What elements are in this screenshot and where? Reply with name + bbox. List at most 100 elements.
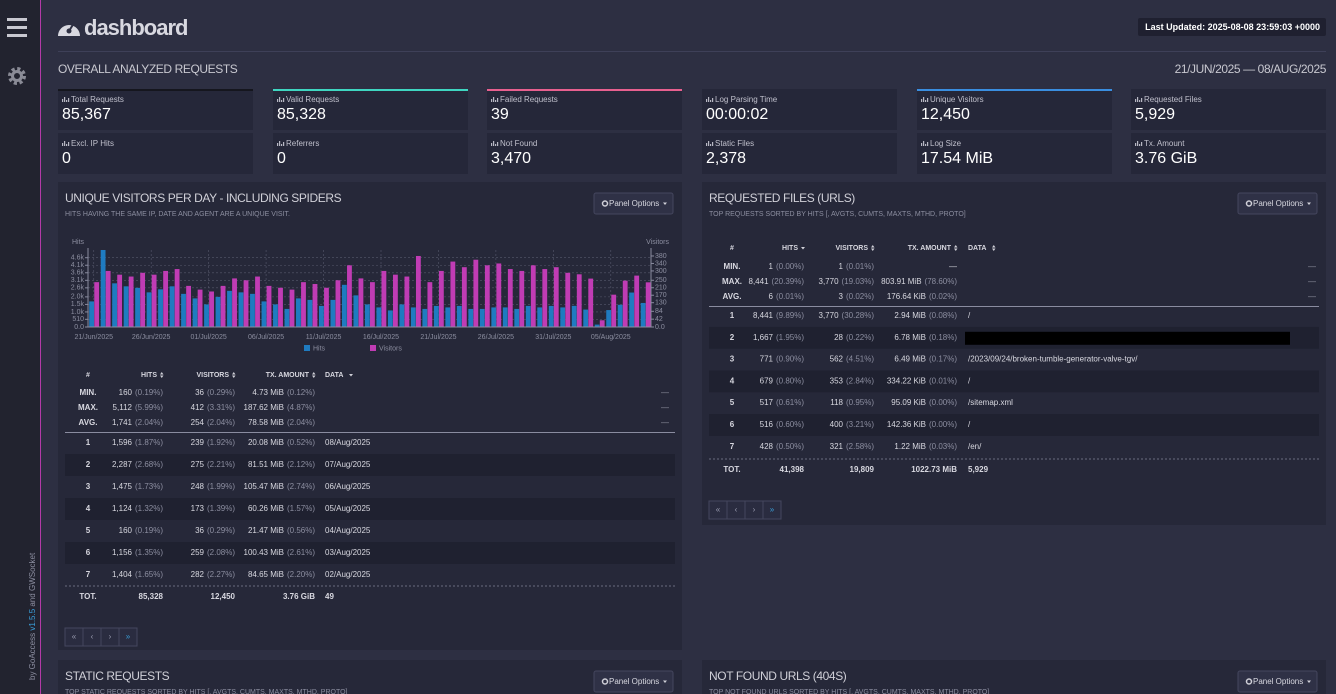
value: MAX. bbox=[722, 277, 742, 286]
pagination-label: › bbox=[753, 505, 756, 514]
bar bbox=[548, 305, 554, 327]
table-cell: 1 bbox=[86, 438, 91, 447]
value: / bbox=[968, 311, 971, 320]
pagination-label: » bbox=[126, 632, 131, 641]
value: 176.64 KiB bbox=[887, 292, 926, 301]
bar bbox=[266, 285, 272, 327]
value: 02/Aug/2025 bbox=[325, 570, 371, 579]
pagination-button[interactable]: ‹ bbox=[726, 500, 746, 520]
gear-icon bbox=[1245, 200, 1253, 207]
panel-options[interactable]: Panel Options bbox=[1237, 670, 1318, 693]
value: 6 bbox=[769, 292, 774, 301]
table-cell: MIN. bbox=[724, 262, 741, 271]
version: v1.5.5 bbox=[28, 608, 37, 630]
pagination-label: « bbox=[72, 632, 77, 641]
percent: (1.73%) bbox=[135, 482, 163, 491]
table-cell: 28 (0.22%) bbox=[834, 333, 874, 342]
table-cell: 1022.73 MiB bbox=[911, 465, 957, 474]
value: 160 bbox=[119, 388, 133, 397]
value: 7 bbox=[86, 570, 91, 579]
table-cell: 160 (0.19%) bbox=[119, 388, 164, 397]
bar bbox=[163, 270, 169, 327]
percent: (2.21%) bbox=[207, 460, 235, 469]
bar bbox=[392, 274, 398, 327]
value: 6 bbox=[86, 548, 91, 557]
percent: (30.28%) bbox=[842, 311, 875, 320]
value: 1 bbox=[86, 438, 91, 447]
percent: (0.29%) bbox=[207, 388, 235, 397]
pagination-label: « bbox=[716, 505, 721, 514]
panel-options[interactable]: Panel Options bbox=[593, 670, 674, 693]
value: 187.62 MiB bbox=[244, 403, 284, 412]
table-cell: — bbox=[661, 388, 669, 397]
bar bbox=[123, 286, 129, 327]
table-cell: 5,929 bbox=[968, 465, 989, 474]
bar bbox=[438, 270, 444, 327]
table-cell: — bbox=[949, 262, 957, 271]
panel-options[interactable]: Panel Options bbox=[1237, 192, 1318, 215]
value: 3 bbox=[839, 292, 844, 301]
bar bbox=[422, 308, 428, 327]
table-cell: /2023/09/24/broken-tumble-generator-valv… bbox=[968, 355, 1138, 364]
value: 516 bbox=[760, 420, 774, 429]
pagination-label: » bbox=[770, 505, 775, 514]
panel-title: UNIQUE VISITORS PER DAY - INCLUDING SPID… bbox=[65, 191, 342, 205]
value: 118 bbox=[830, 398, 843, 407]
pagination-button[interactable]: › bbox=[100, 627, 120, 647]
tick-label: 1.5k bbox=[71, 301, 85, 308]
percent: (0.12%) bbox=[287, 388, 315, 397]
stat-icon bbox=[277, 97, 285, 102]
table-cell: — bbox=[1308, 277, 1316, 286]
stat-icon-bar bbox=[1135, 143, 1137, 146]
pagination-button[interactable]: « bbox=[64, 627, 84, 647]
bar bbox=[560, 307, 566, 327]
table-cell: 2 bbox=[86, 460, 91, 469]
value: 3,770 bbox=[819, 311, 840, 320]
pagination-button[interactable]: » bbox=[118, 627, 138, 647]
table-cell: 85,328 bbox=[139, 592, 164, 601]
panel-options[interactable]: Panel Options bbox=[593, 192, 674, 215]
percent: (1.92%) bbox=[207, 438, 235, 447]
x-tick-label: 01/Jul/2025 bbox=[191, 334, 227, 341]
value: 3 bbox=[730, 355, 735, 364]
bar bbox=[364, 304, 370, 327]
pagination-button[interactable]: » bbox=[762, 500, 782, 520]
percent: (2.27%) bbox=[207, 570, 235, 579]
percent: — bbox=[661, 388, 669, 397]
value: 3.76 GiB bbox=[283, 592, 315, 601]
row-stripe bbox=[65, 498, 675, 520]
bar bbox=[445, 307, 451, 327]
stat-icon-bar bbox=[921, 99, 923, 102]
value: 21.47 MiB bbox=[248, 526, 284, 535]
panel-subtitle: TOP NOT FOUND URLS SORTED BY HITS [, AVG… bbox=[709, 689, 989, 694]
table-cell: 05/Aug/2025 bbox=[325, 504, 371, 513]
pagination-button[interactable]: « bbox=[708, 500, 728, 520]
stat-icon-bar bbox=[1141, 98, 1143, 102]
menu-icon[interactable] bbox=[7, 18, 27, 37]
value: 100.43 MiB bbox=[244, 548, 284, 557]
bar bbox=[502, 307, 508, 327]
table-cell: 334.22 KiB (0.01%) bbox=[887, 377, 957, 386]
row-stripe bbox=[709, 370, 1319, 393]
value: 49 bbox=[325, 592, 334, 601]
panel bbox=[702, 660, 1326, 694]
percent: (19.03%) bbox=[842, 277, 875, 286]
date-range: 21/JUN/2025 — 08/AUG/2025 bbox=[1175, 62, 1327, 76]
redacted bbox=[965, 331, 1290, 345]
value: 5,929 bbox=[968, 465, 989, 474]
card-value: 3.76 GiB bbox=[1135, 150, 1197, 167]
percent: (2.04%) bbox=[287, 418, 315, 427]
bar bbox=[335, 280, 341, 327]
value: 1,124 bbox=[112, 504, 133, 513]
pagination-button[interactable]: ‹ bbox=[82, 627, 102, 647]
table-cell: / bbox=[968, 377, 971, 386]
panel-options-label: Panel Options bbox=[609, 199, 659, 208]
value: 08/Aug/2025 bbox=[325, 438, 371, 447]
value: TOT. bbox=[79, 592, 96, 601]
section-title: OVERALL ANALYZED REQUESTS bbox=[58, 62, 238, 76]
percent: (0.18%) bbox=[929, 333, 957, 342]
tick-label: 250 bbox=[655, 277, 667, 284]
settings-icon[interactable] bbox=[8, 67, 26, 85]
pagination-button[interactable]: › bbox=[744, 500, 764, 520]
table-cell: 21.47 MiB (0.56%) bbox=[248, 526, 315, 535]
